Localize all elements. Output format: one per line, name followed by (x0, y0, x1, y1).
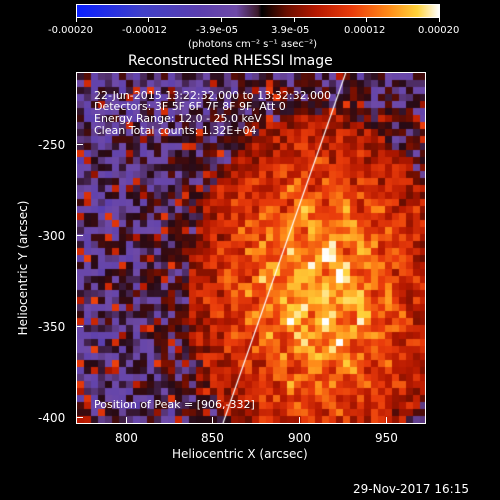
footer-date: 29-Nov-2017 16:15 (353, 482, 469, 496)
colorbar-tick-mark (366, 18, 367, 22)
x-tick-mark (386, 417, 387, 424)
y-tick-label: -300 (38, 229, 66, 243)
y-axis-label: Heliocentric Y (arcsec) (16, 200, 30, 336)
x-axis-label: Heliocentric X (arcsec) (172, 447, 308, 461)
y-tick-mark (76, 235, 83, 236)
colorbar-tick-label: -0.00020 (48, 25, 93, 36)
colorbar-tick-mark (294, 18, 295, 22)
colorbar (76, 4, 440, 18)
x-tick-mark (126, 417, 127, 424)
rhessi-heatmap (77, 73, 425, 423)
colorbar-tick-label: 0.00020 (418, 25, 460, 36)
y-tick-label: -400 (38, 411, 66, 425)
colorbar-tick-label: 3.9e-05 (271, 25, 310, 36)
plot-title: Reconstructed RHESSI Image (128, 53, 333, 69)
colorbar-tick-label: -3.9e-05 (196, 25, 238, 36)
colorbar-tick-mark (148, 18, 149, 22)
colorbar-tick-label: -0.00012 (122, 25, 167, 36)
x-tick-mark (212, 417, 213, 424)
colorbar-tick-mark (76, 18, 77, 22)
colorbar-unit-label: (photons cm⁻² s⁻¹ asec⁻²) (188, 39, 318, 50)
y-tick-label: -350 (38, 320, 66, 334)
x-tick-label: 900 (288, 431, 311, 445)
peak-position-label: Position of Peak = [906,-332] (94, 398, 255, 411)
info-line-time: 22-Jun-2015 13:22:32.000 to 13:32:32.000 (94, 89, 332, 102)
y-tick-mark (76, 417, 83, 418)
y-tick-mark (76, 144, 83, 145)
x-tick-label: 800 (115, 431, 138, 445)
colorbar-tick-label: 0.00012 (344, 25, 386, 36)
x-tick-mark (299, 417, 300, 424)
rhessi-image-plot (76, 72, 426, 424)
info-line-detectors: Detectors: 3F 5F 6F 7F 8F 9F, Att 0 (94, 100, 286, 113)
y-tick-label: -250 (38, 138, 66, 152)
colorbar-tick-mark (439, 18, 440, 22)
y-tick-mark (76, 326, 83, 327)
x-tick-label: 850 (201, 431, 224, 445)
colorbar-tick-mark (221, 18, 222, 22)
info-line-energy: Energy Range: 12.0 - 25.0 keV (94, 112, 262, 125)
x-tick-label: 950 (375, 431, 398, 445)
info-line-clean: Clean Total counts: 1.32E+04 (94, 124, 257, 137)
